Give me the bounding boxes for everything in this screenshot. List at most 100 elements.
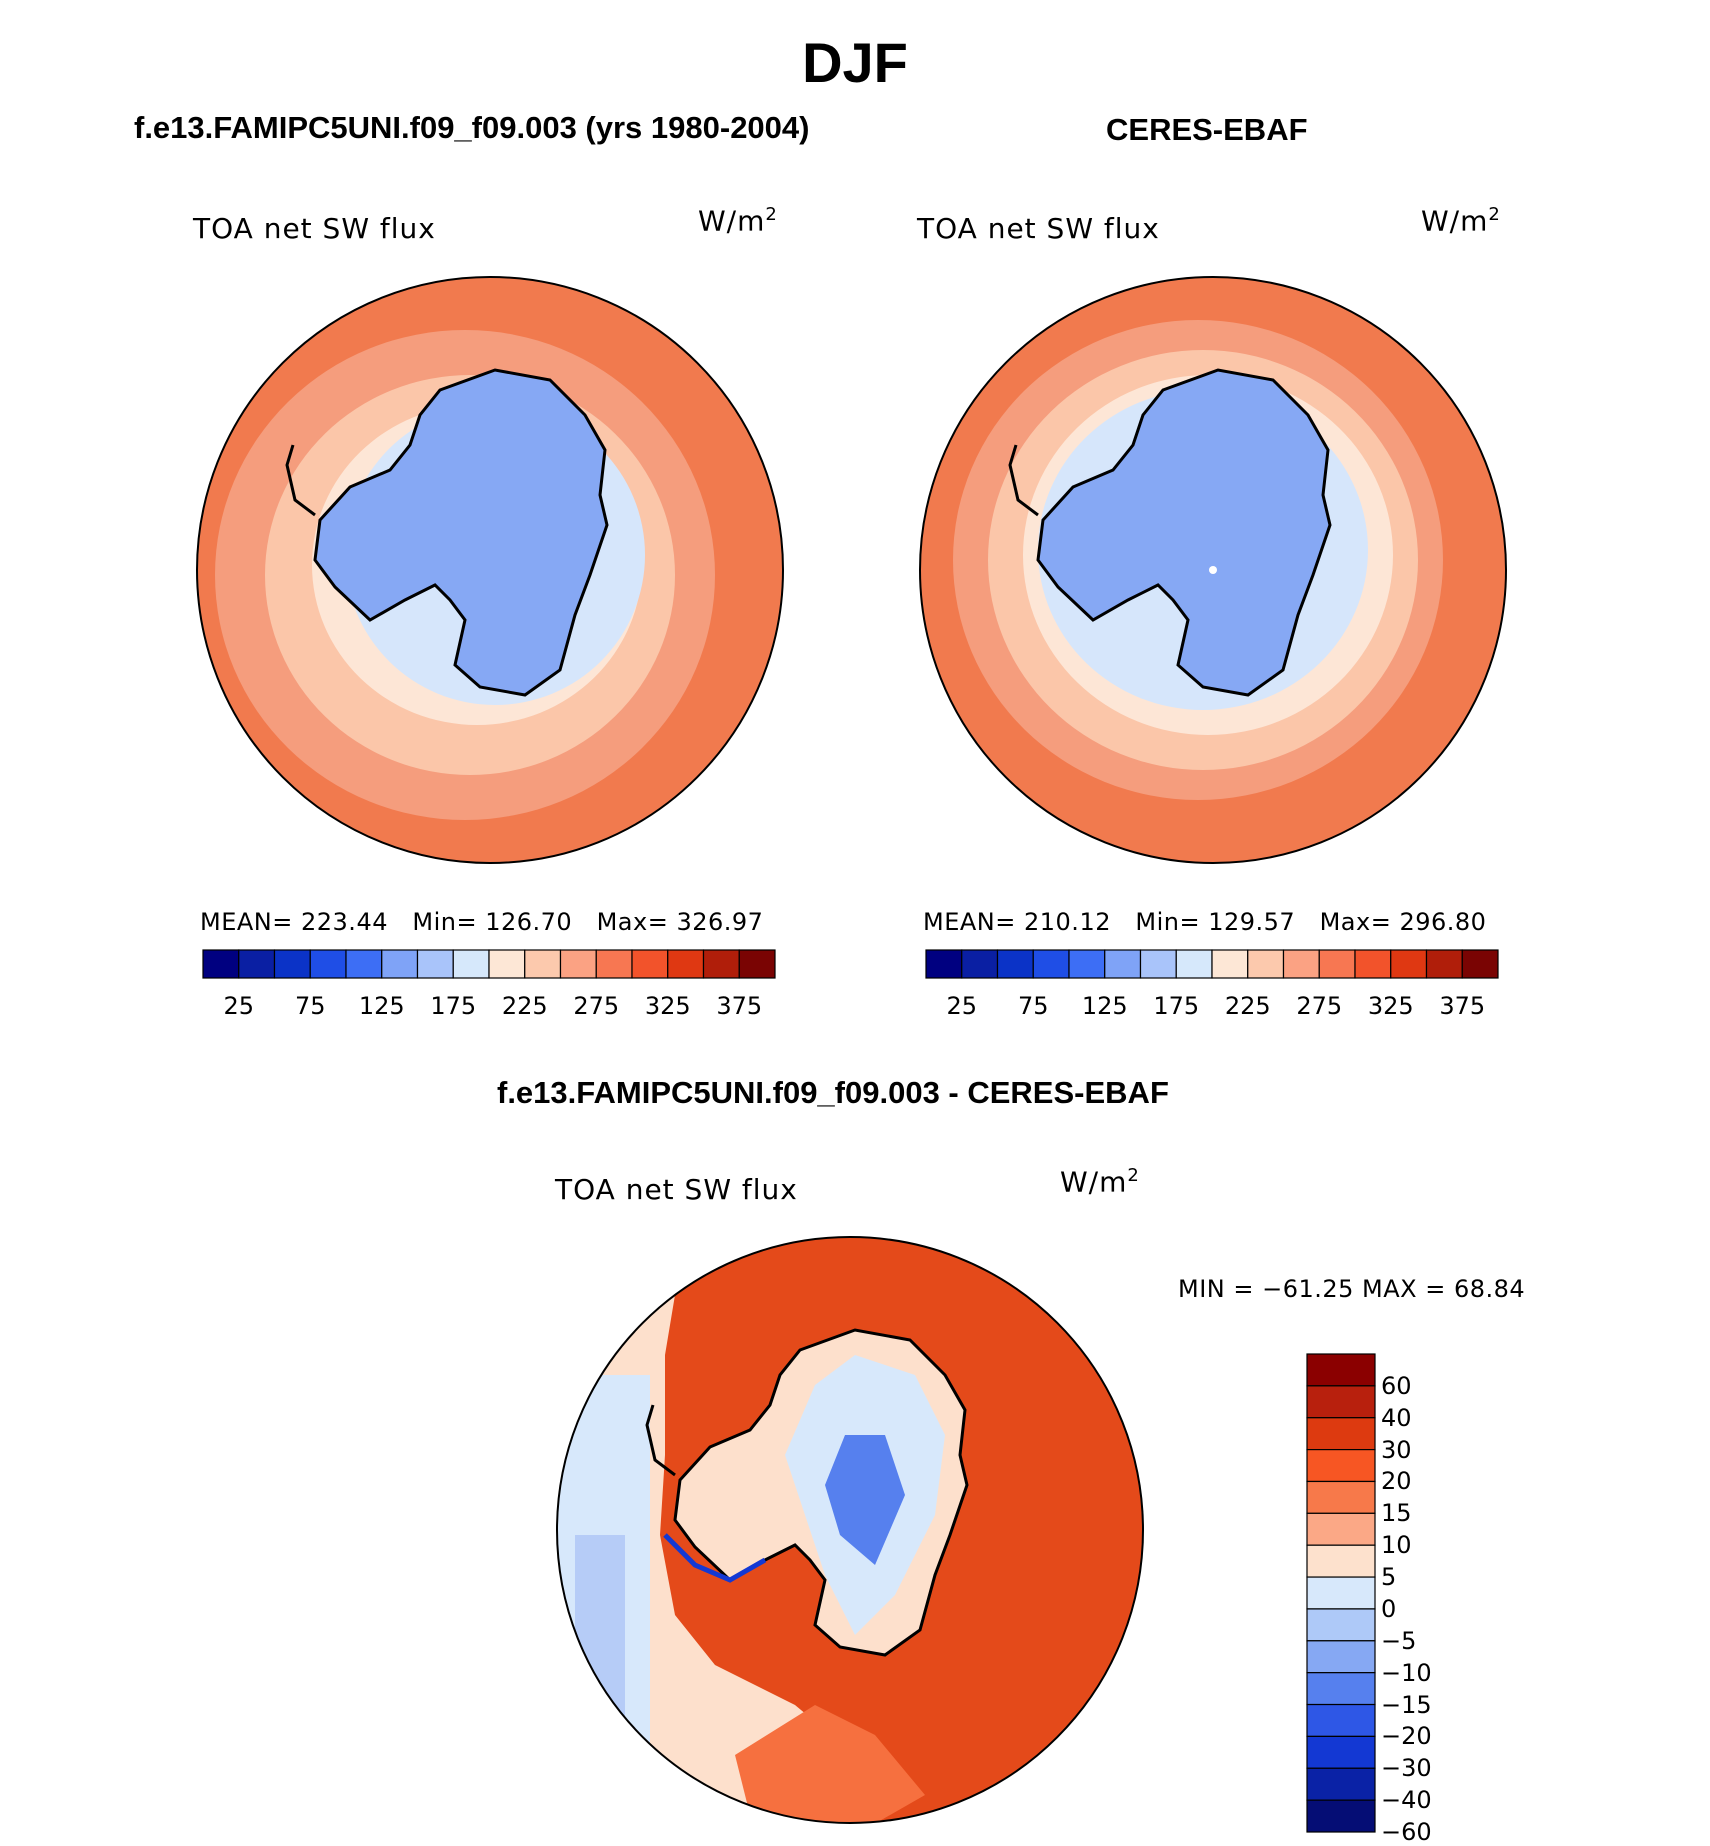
colorbar-swatch	[1306, 1385, 1376, 1419]
colorbar-swatch	[381, 949, 419, 979]
colorbar-swatch	[1306, 1576, 1376, 1610]
panel-diff-title: f.e13.FAMIPC5UNI.f09_f09.003 - CERES-EBA…	[497, 1075, 1169, 1110]
colorbar-tick-label: 5	[1381, 1563, 1397, 1592]
colorbar-swatch	[1282, 949, 1320, 979]
map3-positive-south	[735, 1705, 925, 1823]
colorbar-swatch	[1390, 949, 1428, 979]
colorbar-swatch	[631, 949, 669, 979]
map2-pole-point	[1209, 566, 1217, 574]
colorbar-swatch	[996, 949, 1034, 979]
colorbar-tick-label: 275	[573, 992, 620, 1020]
map3-peninsula-coast	[645, 1404, 676, 1477]
colorbar-swatch	[1306, 1799, 1376, 1833]
panel-diff-colorbar	[1306, 1353, 1376, 1833]
colorbar-swatch	[452, 949, 490, 979]
colorbar-swatch	[1306, 1672, 1376, 1706]
panel-model-units: W/m2	[698, 204, 778, 238]
panel-obs-map	[919, 276, 1507, 864]
map2-peninsula-coast	[1008, 444, 1039, 517]
colorbar-tick-label: 75	[1017, 992, 1049, 1020]
colorbar-swatch	[524, 949, 562, 979]
panel-model-stats: MEAN= 223.44 Min= 126.70 Max= 326.97	[200, 908, 764, 936]
colorbar-swatch	[1139, 949, 1177, 979]
colorbar-swatch	[1306, 1544, 1376, 1578]
panel-obs-units: W/m2	[1421, 204, 1501, 238]
colorbar-swatch	[738, 949, 776, 979]
colorbar-tick-label: 225	[501, 992, 548, 1020]
colorbar-tick-label: 25	[223, 992, 255, 1020]
panel-model-title: f.e13.FAMIPC5UNI.f09_f09.003 (yrs 1980-2…	[134, 110, 810, 145]
colorbar-swatch	[1068, 949, 1106, 979]
panel-model-colorbar	[202, 949, 776, 979]
colorbar-tick-label: −40	[1381, 1786, 1432, 1815]
panel-diff-field-label: TOA net SW flux	[555, 1173, 798, 1206]
colorbar-tick-label: −20	[1381, 1722, 1432, 1751]
colorbar-tick-label: 375	[716, 992, 763, 1020]
map3-coastline	[673, 1328, 969, 1657]
panel-obs-stats: MEAN= 210.12 Min= 129.57 Max= 296.80	[923, 908, 1487, 936]
colorbar-swatch	[1306, 1480, 1376, 1514]
panel-model-map	[196, 276, 784, 864]
colorbar-tick-label: 225	[1224, 992, 1271, 1020]
colorbar-swatch	[1354, 949, 1392, 979]
colorbar-swatch	[273, 949, 311, 979]
colorbar-swatch	[667, 949, 705, 979]
colorbar-tick-label: 175	[430, 992, 477, 1020]
colorbar-swatch	[1306, 1735, 1376, 1769]
map2-antarctica	[1036, 368, 1332, 697]
colorbar-swatch	[925, 949, 963, 979]
panel-diff-map	[556, 1236, 1144, 1824]
colorbar-swatch	[702, 949, 740, 979]
colorbar-swatch	[202, 949, 240, 979]
colorbar-swatch	[1032, 949, 1070, 979]
colorbar-swatch	[1425, 949, 1463, 979]
colorbar-tick-label: −30	[1381, 1754, 1432, 1783]
colorbar-tick-label: −5	[1381, 1626, 1417, 1655]
colorbar-swatch	[1306, 1767, 1376, 1801]
colorbar-swatch	[1247, 949, 1285, 979]
colorbar-swatch	[1104, 949, 1142, 979]
map3-negative-coast-strip	[663, 1533, 767, 1583]
colorbar-tick-label: 40	[1381, 1403, 1412, 1432]
colorbar-tick-label: 30	[1381, 1435, 1412, 1464]
colorbar-swatch	[1461, 949, 1499, 979]
colorbar-tick-label: −15	[1381, 1690, 1432, 1719]
colorbar-tick-label: 125	[358, 992, 405, 1020]
panel-diff-minmax: MIN = −61.25 MAX = 68.84	[1178, 1275, 1526, 1303]
panel-obs-colorbar	[925, 949, 1499, 979]
colorbar-swatch	[559, 949, 597, 979]
colorbar-swatch	[961, 949, 999, 979]
colorbar-tick-label: 275	[1296, 992, 1343, 1020]
map3-negative-core	[825, 1435, 905, 1565]
colorbar-tick-label: 375	[1439, 992, 1486, 1020]
colorbar-swatch	[345, 949, 383, 979]
colorbar-swatch	[1306, 1512, 1376, 1546]
map1-peninsula-coast	[285, 444, 316, 517]
colorbar-tick-label: 15	[1381, 1499, 1412, 1528]
colorbar-swatch	[1306, 1640, 1376, 1674]
colorbar-tick-label: 175	[1153, 992, 1200, 1020]
colorbar-swatch	[1306, 1608, 1376, 1642]
colorbar-tick-label: 25	[946, 992, 978, 1020]
colorbar-tick-label: 325	[1367, 992, 1414, 1020]
colorbar-swatch	[1306, 1417, 1376, 1451]
colorbar-swatch	[416, 949, 454, 979]
colorbar-swatch	[1318, 949, 1356, 979]
colorbar-swatch	[1306, 1353, 1376, 1387]
colorbar-tick-label: 325	[644, 992, 691, 1020]
map1-frame	[196, 276, 784, 864]
colorbar-swatch	[595, 949, 633, 979]
colorbar-swatch	[309, 949, 347, 979]
panel-obs-title: CERES-EBAF	[1106, 112, 1308, 147]
panel-diff-units: W/m2	[1060, 1165, 1140, 1199]
main-title: DJF	[802, 31, 908, 94]
map2-frame	[919, 276, 1507, 864]
colorbar-swatch	[1306, 1703, 1376, 1737]
panel-model-field-label: TOA net SW flux	[193, 212, 436, 245]
colorbar-swatch	[238, 949, 276, 979]
panel-obs-field-label: TOA net SW flux	[917, 212, 1160, 245]
map3-negative-west-core	[575, 1535, 625, 1735]
colorbar-swatch	[1211, 949, 1249, 979]
colorbar-tick-label: 10	[1381, 1531, 1412, 1560]
colorbar-tick-label: −10	[1381, 1658, 1432, 1687]
